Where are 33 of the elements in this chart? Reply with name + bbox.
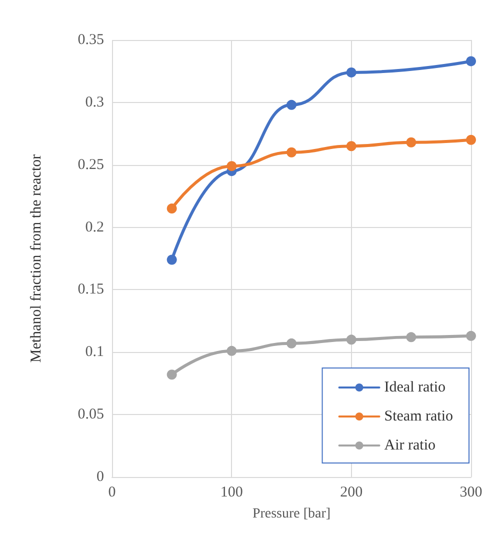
point: [466, 56, 476, 66]
point: [286, 147, 296, 158]
y-tick-label: 0.2: [85, 219, 104, 236]
point: [466, 330, 476, 341]
point: [166, 204, 177, 214]
point: [166, 370, 177, 380]
legend-label: Air ratio: [384, 438, 436, 454]
legend-label: Ideal ratio: [384, 380, 446, 396]
point: [406, 137, 416, 148]
point: [286, 100, 296, 110]
y-tick-label: 0.1: [85, 344, 104, 360]
x-tick-label: 300: [460, 484, 482, 500]
y-tick-label: 0.3: [85, 94, 104, 110]
point: [406, 332, 416, 342]
point: [226, 161, 237, 172]
point: [166, 254, 177, 265]
point: [346, 67, 356, 78]
point: [286, 338, 296, 348]
y-tick-label: 0.35: [78, 32, 104, 48]
x-tick-label: 200: [340, 484, 363, 500]
x-tick-label: 0: [108, 484, 116, 500]
x-tick-label: 100: [220, 484, 243, 500]
y-tick-label: 0.05: [78, 406, 104, 423]
y-tick-label: 0: [96, 469, 104, 485]
x-axis-title: Pressure [bar]: [252, 506, 331, 522]
point: [226, 346, 237, 356]
legend-label: Steam ratio: [384, 408, 454, 424]
point: [346, 334, 356, 345]
y-axis-title: Methanol fraction from the reactor: [28, 154, 44, 363]
point: [466, 134, 476, 145]
y-tick-label: 0.25: [78, 156, 104, 173]
y-tick-label: 0.15: [78, 282, 104, 298]
point: [346, 141, 356, 152]
